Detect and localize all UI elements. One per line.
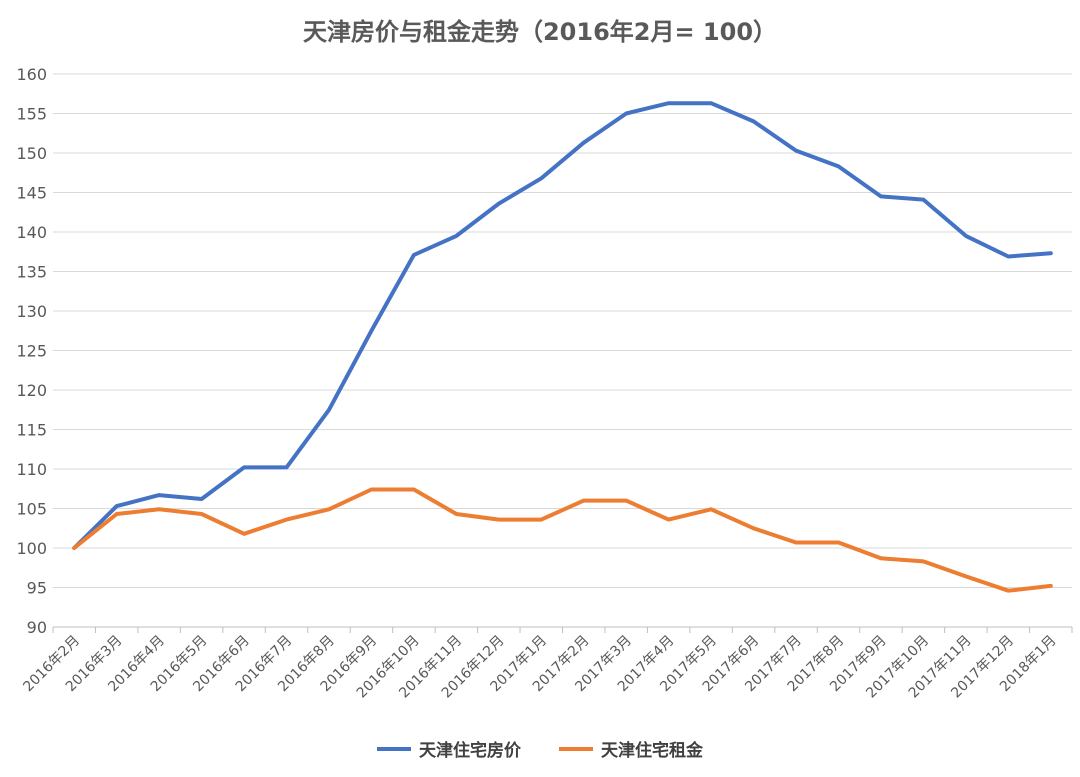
legend-item-price: 天津住宅房价 <box>377 736 521 761</box>
legend-swatch-rent <box>559 746 593 751</box>
series-line-0 <box>72 101 1053 550</box>
legend-label-rent: 天津住宅租金 <box>601 741 703 761</box>
y-tick-label: 120 <box>16 381 47 400</box>
y-tick-label: 145 <box>16 184 47 203</box>
y-tick-label: 160 <box>16 65 47 84</box>
y-tick-label: 150 <box>16 144 47 163</box>
y-tick-label: 115 <box>16 421 47 440</box>
legend-swatch-price <box>377 746 411 751</box>
y-tick-label: 95 <box>27 579 47 598</box>
line-chart: 90 95 100 105 110 115 120 125 130 135 140 145 150 155… <box>16 65 1073 701</box>
y-tick-label: 130 <box>16 302 47 321</box>
legend: 天津住宅房价 天津住宅租金 <box>0 736 1080 761</box>
y-tick-label: 140 <box>16 223 47 242</box>
legend-label-price: 天津住宅房价 <box>419 741 521 761</box>
legend-item-rent: 天津住宅租金 <box>559 736 703 761</box>
y-tick-label: 125 <box>16 342 47 361</box>
y-tick-label: 105 <box>16 500 47 519</box>
series-line-1 <box>72 487 1053 593</box>
y-tick-label: 135 <box>16 263 47 282</box>
y-tick-label: 155 <box>16 105 47 124</box>
y-tick-label: 110 <box>16 460 47 479</box>
y-tick-label: 90 <box>27 618 47 637</box>
chart-title: 天津房价与租金走势（2016年2月= 100） <box>302 18 778 46</box>
y-tick-label: 100 <box>16 539 47 558</box>
